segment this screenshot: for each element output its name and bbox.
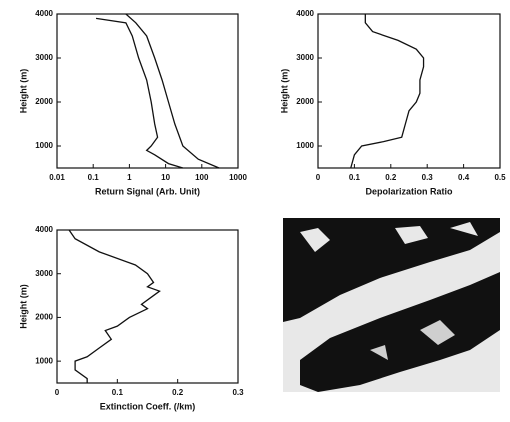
- x-tick-label: 1: [127, 173, 132, 182]
- y-tick-label: 4000: [296, 9, 314, 18]
- x-axis-label: Extinction Coeff. (/km): [100, 401, 196, 411]
- y-axis-label: Height (m): [18, 69, 28, 114]
- x-tick-label: 0.2: [172, 388, 184, 397]
- y-tick-label: 3000: [35, 269, 53, 278]
- y-tick-label: 3000: [35, 53, 53, 62]
- satellite-image: [283, 218, 500, 392]
- y-tick-label: 3000: [296, 53, 314, 62]
- x-axis-label: Depolarization Ratio: [365, 186, 453, 196]
- cloud-dark: [283, 218, 500, 322]
- y-tick-label: 2000: [35, 313, 53, 322]
- x-tick-label: 0.2: [385, 173, 397, 182]
- x-tick-label: 1000: [229, 173, 247, 182]
- x-tick-label: 0.3: [232, 388, 244, 397]
- x-tick-label: 0.01: [49, 173, 65, 182]
- cloud-dark: [300, 272, 500, 392]
- x-tick-label: 0: [316, 173, 321, 182]
- x-tick-label: 100: [195, 173, 209, 182]
- y-tick-label: 2000: [35, 97, 53, 106]
- cloud-patch: [370, 320, 455, 360]
- x-tick-label: 0: [55, 388, 60, 397]
- x-tick-label: 0.5: [494, 173, 506, 182]
- x-tick-label: 0.4: [458, 173, 470, 182]
- y-tick-label: 1000: [296, 141, 314, 150]
- x-axis-label: Return Signal (Arb. Unit): [95, 186, 200, 196]
- profile-line: [350, 14, 425, 169]
- cloud-patch: [300, 222, 478, 252]
- y-tick-label: 1000: [35, 356, 53, 365]
- profile-line: [68, 229, 161, 383]
- y-axis-label: Height (m): [18, 284, 28, 329]
- y-tick-label: 1000: [35, 141, 53, 150]
- x-tick-label: 0.1: [349, 173, 361, 182]
- x-tick-label: 10: [161, 173, 170, 182]
- plot-frame: [56, 229, 239, 384]
- x-tick-label: 0.3: [422, 173, 434, 182]
- y-tick-label: 4000: [35, 225, 53, 234]
- profile-line: [95, 17, 184, 169]
- y-tick-label: 4000: [35, 9, 53, 18]
- profile-line: [125, 13, 220, 169]
- y-axis-label: Height (m): [279, 69, 289, 114]
- plot-frame: [56, 13, 239, 169]
- plot-frame: [317, 13, 501, 169]
- x-tick-label: 0.1: [112, 388, 124, 397]
- x-tick-label: 0.1: [88, 173, 100, 182]
- y-tick-label: 2000: [296, 97, 314, 106]
